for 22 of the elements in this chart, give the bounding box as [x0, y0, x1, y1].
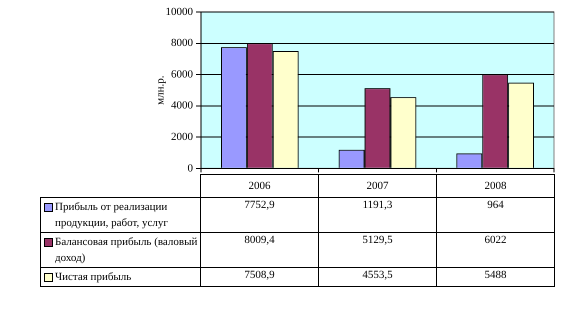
y-tick-label: 0 — [188, 162, 194, 174]
data-label: 964 — [436, 198, 554, 232]
legend-label: Балансовая прибыль (валовый доход) — [40, 232, 200, 268]
y-tick-label: 6000 — [171, 68, 194, 80]
y-tick-label: 2000 — [171, 131, 194, 144]
data-label: 1191,3 — [318, 198, 436, 232]
y-axis-title: млн.р. — [154, 75, 166, 105]
data-label: 7752,9 — [200, 198, 318, 232]
data-label: 5488 — [436, 268, 554, 286]
data-label: 4553,5 — [318, 268, 436, 286]
legend-label: Прибыль от реализации продукции, работ, услуг — [40, 198, 200, 232]
x-tick-label: 2008 — [436, 174, 554, 198]
y-tick-label: 10000 — [166, 6, 194, 18]
data-label: 5129,5 — [318, 232, 436, 268]
y-tick-label: 8000 — [171, 37, 194, 50]
data-label: 6022 — [436, 232, 554, 268]
data-label: 8009,4 — [200, 232, 318, 268]
data-label: 7508,9 — [200, 268, 318, 286]
x-tick-label: 2006 — [200, 174, 318, 198]
y-tick-label: 4000 — [171, 100, 194, 112]
legend-label: Чистая прибыль — [40, 268, 200, 286]
x-tick-label: 2007 — [318, 174, 436, 198]
